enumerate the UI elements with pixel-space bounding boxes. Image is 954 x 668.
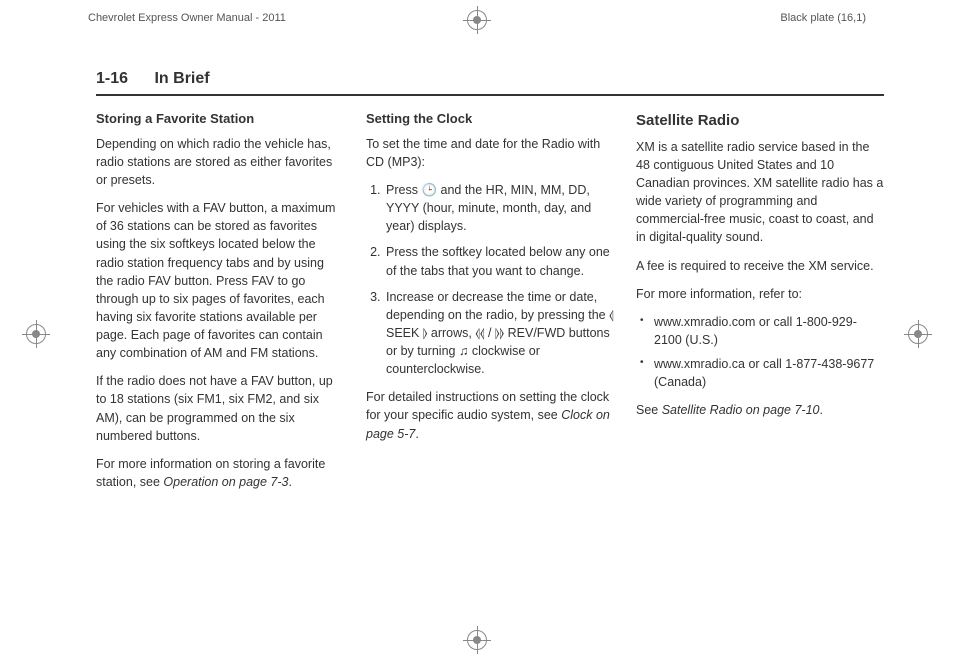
col3-list: www.xmradio.com or call 1-800-929-2100 (… [636, 313, 884, 392]
seek-left-icon: ⦉ [609, 308, 614, 322]
col2-para: To set the time and date for the Radio w… [366, 135, 614, 171]
clock-icon: 🕒 [421, 183, 437, 197]
rev-icon: ⦉⦉ [475, 326, 484, 340]
column-1: Storing a Favorite Station Depending on … [96, 110, 344, 501]
col1-para: Depending on which radio the vehicle has… [96, 135, 344, 189]
col3-heading: Satellite Radio [636, 110, 884, 132]
list-item: www.xmradio.ca or call 1-877-438-9677 (C… [636, 355, 884, 391]
header-right: Black plate (16,1) [780, 12, 866, 24]
col1-heading: Storing a Favorite Station [96, 110, 344, 129]
page-content: 1-16 In Brief Storing a Favorite Station… [96, 70, 884, 608]
xref: Operation on page 7-3 [163, 475, 288, 489]
col3-para: XM is a satellite radio service based in… [636, 138, 884, 247]
col3-para: See Satellite Radio on page 7-10. [636, 401, 884, 419]
col3-para: For more information, refer to: [636, 285, 884, 303]
header-left: Chevrolet Express Owner Manual - 2011 [88, 12, 286, 24]
list-item: www.xmradio.com or call 1-800-929-2100 (… [636, 313, 884, 349]
step-item: Press 🕒 and the HR, MIN, MM, DD, YYYY (h… [384, 181, 614, 235]
col1-para: For vehicles with a FAV button, a maximu… [96, 199, 344, 362]
col1-para: If the radio does not have a FAV button,… [96, 372, 344, 445]
section-title: In Brief [154, 70, 209, 87]
columns: Storing a Favorite Station Depending on … [96, 110, 884, 501]
step-item: Press the softkey located below any one … [384, 243, 614, 279]
xref: Satellite Radio on page 7-10 [662, 403, 820, 417]
col1-para: For more information on storing a favori… [96, 455, 344, 491]
note-icon: ♫ [459, 344, 468, 358]
col2-steps: Press 🕒 and the HR, MIN, MM, DD, YYYY (h… [366, 181, 614, 378]
print-header: Chevrolet Express Owner Manual - 2011 Bl… [88, 12, 866, 24]
col2-heading: Setting the Clock [366, 110, 614, 129]
fwd-icon: ⦊⦊ [495, 326, 504, 340]
page-number: 1-16 [96, 70, 128, 87]
column-2: Setting the Clock To set the time and da… [366, 110, 614, 501]
step-item: Increase or decrease the time or date, d… [384, 288, 614, 379]
column-3: Satellite Radio XM is a satellite radio … [636, 110, 884, 501]
page-heading: 1-16 In Brief [96, 70, 884, 96]
col2-para: For detailed instructions on setting the… [366, 388, 614, 442]
col3-para: A fee is required to receive the XM serv… [636, 257, 884, 275]
